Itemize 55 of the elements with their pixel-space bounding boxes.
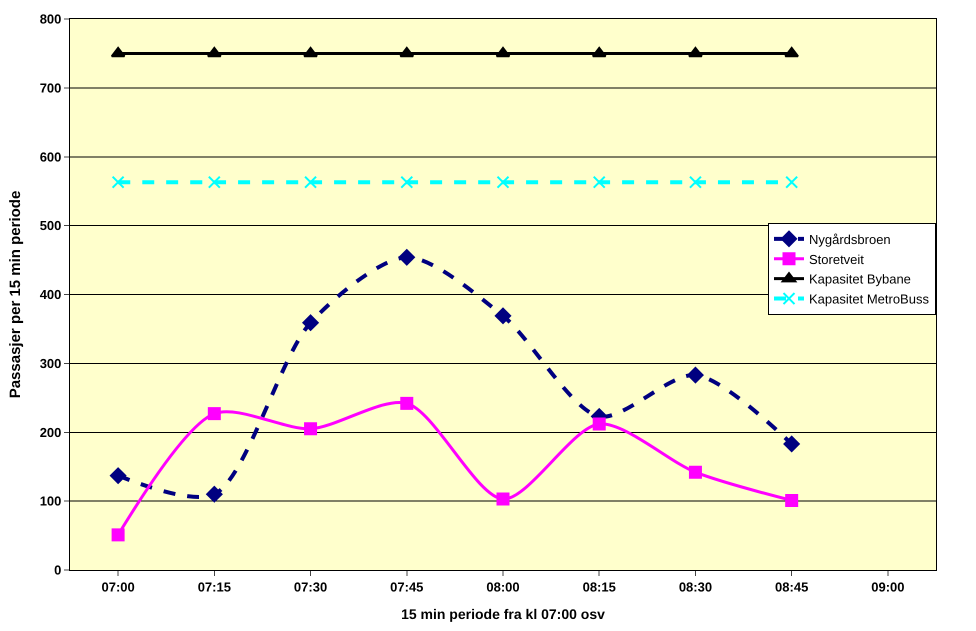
point bbox=[206, 486, 222, 502]
point bbox=[688, 466, 702, 479]
point bbox=[688, 46, 703, 58]
point bbox=[398, 249, 415, 266]
legend-label: Nygårdsbroen bbox=[809, 232, 891, 247]
point bbox=[784, 46, 800, 58]
x-tick-label: 08:00 bbox=[486, 580, 520, 595]
point bbox=[110, 467, 126, 484]
point bbox=[592, 46, 607, 58]
x-axis-title: 15 min periode fra kl 07:00 osv bbox=[401, 606, 606, 622]
x-tick-label: 07:45 bbox=[390, 580, 424, 595]
point bbox=[496, 46, 510, 58]
point bbox=[208, 407, 221, 420]
y-tick-label: 700 bbox=[40, 80, 62, 96]
x-tick-label: 07:15 bbox=[198, 580, 231, 595]
x-tick-label: 07:30 bbox=[294, 580, 328, 595]
point bbox=[304, 176, 318, 189]
point bbox=[592, 176, 606, 189]
y-tick-label: 800 bbox=[40, 12, 62, 27]
x-tick-label: 08:30 bbox=[678, 580, 712, 595]
legend-label: Storetveit bbox=[809, 252, 864, 267]
point bbox=[400, 396, 414, 410]
y-tick-label: 0 bbox=[54, 562, 62, 578]
point bbox=[304, 422, 318, 436]
point bbox=[494, 308, 512, 324]
legend-label: Kapasitet MetroBuss bbox=[809, 292, 930, 307]
point bbox=[785, 494, 798, 507]
point bbox=[687, 366, 704, 384]
point bbox=[112, 176, 125, 189]
y-axis-title: Passasjer per 15 min periode bbox=[6, 190, 24, 398]
point bbox=[302, 314, 319, 331]
y-tick-label: 600 bbox=[40, 149, 62, 164]
point bbox=[208, 176, 221, 189]
y-tick-label: 300 bbox=[40, 356, 62, 371]
point bbox=[112, 528, 125, 542]
x-tick-label: 08:15 bbox=[582, 580, 616, 595]
point bbox=[399, 46, 414, 58]
y-tick-label: 200 bbox=[40, 424, 62, 440]
point bbox=[688, 176, 702, 189]
point bbox=[400, 176, 414, 189]
point bbox=[496, 492, 510, 506]
x-tick-label: 09:00 bbox=[871, 580, 905, 595]
legend-label: Kapasitet Bybane bbox=[809, 272, 911, 287]
point bbox=[303, 46, 318, 58]
point bbox=[784, 436, 800, 452]
point bbox=[592, 417, 606, 430]
point bbox=[496, 176, 510, 189]
y-tick-label: 100 bbox=[40, 494, 62, 509]
x-tick-label: 08:45 bbox=[775, 580, 808, 595]
x-tick-label: 07:00 bbox=[101, 580, 135, 595]
point bbox=[785, 176, 798, 189]
point bbox=[206, 46, 222, 58]
y-tick-label: 400 bbox=[40, 287, 62, 302]
point bbox=[110, 46, 126, 58]
y-tick-label: 500 bbox=[40, 218, 62, 234]
